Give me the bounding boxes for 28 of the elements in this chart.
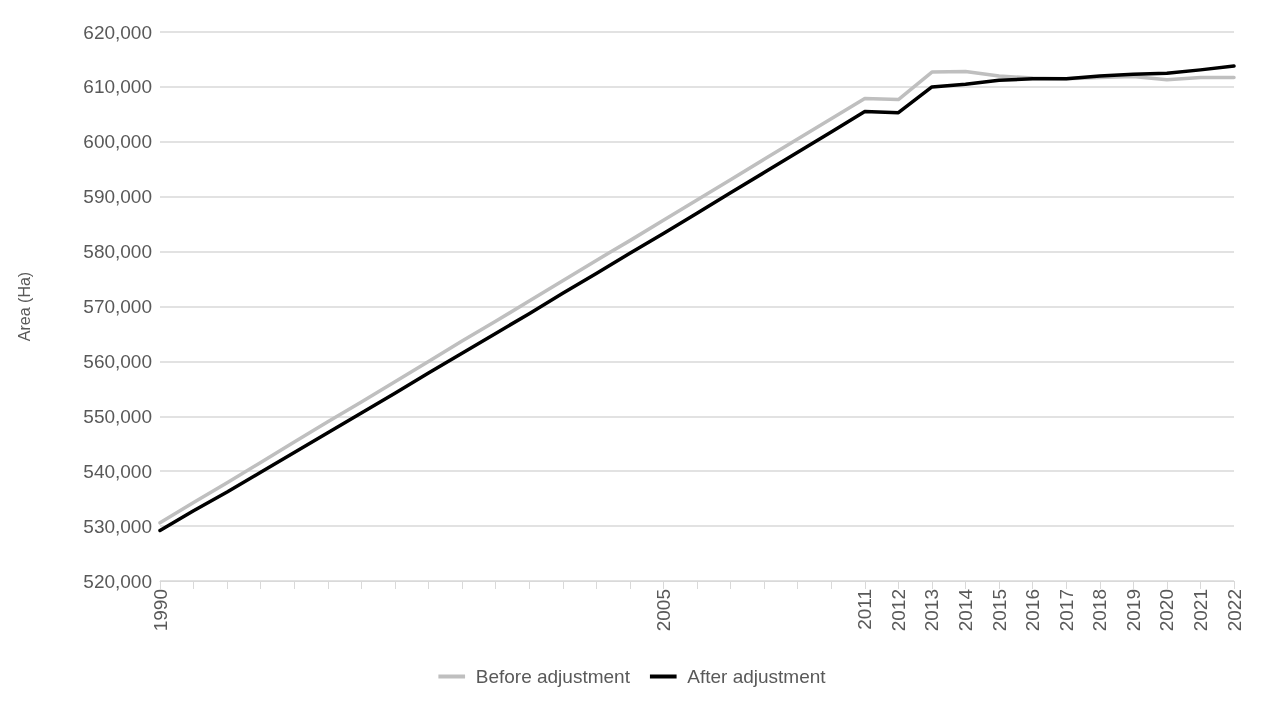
x-tick-label: 2018 — [1089, 589, 1111, 632]
y-tick-label: 570,000 — [83, 296, 152, 317]
y-tick-label: 560,000 — [83, 350, 152, 372]
x-tick-label: 2005 — [652, 589, 674, 632]
y-axis-title: Area (Ha) — [15, 271, 33, 342]
x-tick-label: 2021 — [1189, 589, 1211, 632]
x-tick-label: 2011 — [854, 589, 876, 630]
x-tick-label: 2019 — [1122, 589, 1144, 632]
x-tick-label: 2017 — [1055, 589, 1077, 632]
y-tick-label: 610,000 — [83, 76, 152, 98]
y-tick-label: 540,000 — [83, 460, 152, 482]
x-tick-label: 2012 — [887, 589, 909, 632]
x-tick-label: 2020 — [1156, 589, 1178, 632]
x-tick-label: 2015 — [988, 589, 1010, 632]
x-tick-label: 2016 — [1022, 589, 1044, 632]
y-tick-label: 580,000 — [83, 241, 152, 263]
y-tick-label: 530,000 — [83, 515, 152, 537]
y-tick-label: 590,000 — [83, 186, 152, 208]
y-tick-label: 520,000 — [83, 570, 152, 592]
y-tick-label: 620,000 — [83, 21, 152, 43]
y-tick-label: 550,000 — [83, 405, 152, 427]
x-tick-label: 2013 — [921, 589, 943, 632]
y-tick-label: 600,000 — [83, 131, 152, 153]
legend-label: After adjustment — [687, 666, 827, 687]
x-tick-label: 2014 — [955, 588, 976, 632]
x-tick-label: 1990 — [149, 589, 171, 632]
legend-label: Before adjustment — [475, 666, 631, 687]
x-tick-label: 2022 — [1223, 589, 1245, 632]
